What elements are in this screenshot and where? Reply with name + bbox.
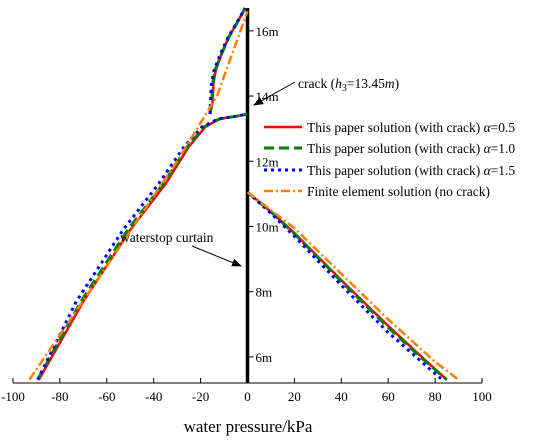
x-tick-label: -100 <box>1 389 25 404</box>
legend-entry-alpha-1-0: This paper solution (with crack) α=1.0 <box>264 141 515 156</box>
x-axis-label: water pressure/kPa <box>184 417 313 436</box>
y-tick-label: 8m <box>256 285 273 300</box>
legend-entry-alpha-1-5: This paper solution (with crack) α=1.5 <box>264 163 515 178</box>
legend-label-alpha-1-0: This paper solution (with crack) α=1.0 <box>307 141 515 156</box>
series-2-upper-line <box>208 7 247 115</box>
x-tick-label: 100 <box>472 389 492 404</box>
series-group <box>28 7 460 381</box>
legend-label-fem: Finite element solution (no crack) <box>307 184 490 199</box>
series-1-upper-line <box>208 7 247 115</box>
x-ticks: -100 -80 -60 -40 -20 0 20 40 60 80 100 <box>1 378 492 404</box>
x-tick-label: -80 <box>51 389 68 404</box>
legend-entry-fem: Finite element solution (no crack) <box>264 184 490 199</box>
series-1-left-line <box>36 112 248 381</box>
x-tick-label: 0 <box>244 389 251 404</box>
x-tick-label: -60 <box>98 389 115 404</box>
legend-label-alpha-0-5: This paper solution (with crack) α=0.5 <box>307 120 515 135</box>
legend-label-alpha-1-5: This paper solution (with crack) α=1.5 <box>307 163 515 178</box>
series-0-left-line <box>37 112 248 381</box>
crack-annotation: crack (h3=13.45m) <box>253 76 399 106</box>
legend: This paper solution (with crack) α=0.5 T… <box>264 120 515 199</box>
x-tick-label: 20 <box>288 389 301 404</box>
x-tick-label: -20 <box>192 389 209 404</box>
y-tick-label: 12m <box>256 154 279 169</box>
series-0-upper-line <box>208 7 247 115</box>
curtain-label: waterstop curtain <box>120 230 214 245</box>
x-tick-label: 40 <box>335 389 348 404</box>
series-2-left-line <box>36 112 248 381</box>
series-3-right-line <box>246 191 460 381</box>
x-tick-label: 60 <box>382 389 395 404</box>
curtain-pointer <box>191 245 242 267</box>
x-tick-label: -40 <box>145 389 162 404</box>
crack-pointer <box>253 81 296 106</box>
x-tick-label: 80 <box>429 389 442 404</box>
legend-entry-alpha-0-5: This paper solution (with crack) α=0.5 <box>264 120 515 135</box>
series-2-right-line <box>246 191 444 381</box>
y-tick-label: 6m <box>256 350 273 365</box>
crack-label: crack (h3=13.45m) <box>298 76 399 94</box>
y-tick-label: 16m <box>256 24 279 39</box>
series-3-left-line <box>28 10 249 381</box>
y-tick-label: 10m <box>256 219 279 234</box>
curtain-annotation: waterstop curtain <box>120 230 242 267</box>
